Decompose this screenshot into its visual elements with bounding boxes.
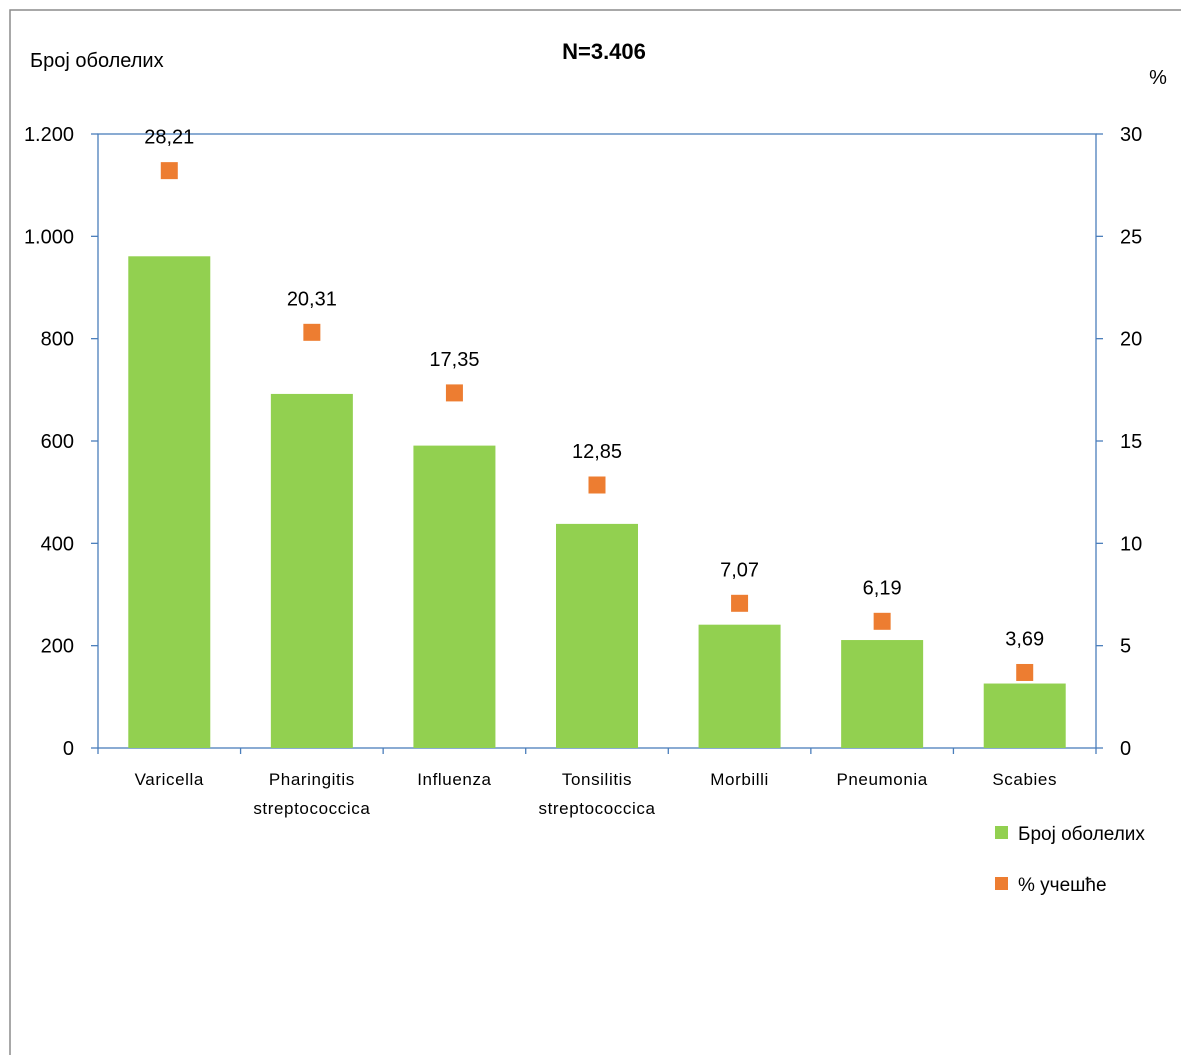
right-axis-tick-label: 20 [1120, 329, 1142, 351]
left-axis-label: Број оболелих [30, 50, 164, 72]
percent-marker [873, 612, 891, 630]
data-label: 7,07 [720, 559, 759, 581]
percent-marker [160, 162, 178, 180]
legend: Број оболелих % учешће [995, 824, 1145, 896]
data-label: 3,69 [1005, 628, 1044, 650]
left-axis-tick-label: 600 [41, 431, 74, 453]
left-axis-tick-label: 1.200 [24, 124, 74, 146]
percent-marker [1016, 663, 1034, 681]
percent-marker [588, 476, 606, 494]
right-axis-tick-label: 30 [1120, 124, 1142, 146]
right-axis-tick-label: 15 [1120, 431, 1142, 453]
left-axis-tick-label: 800 [41, 329, 74, 351]
legend-swatch-percent [995, 877, 1008, 890]
percent-marker [731, 594, 749, 612]
percent-marker [303, 323, 321, 341]
x-axis-tick-label: Morbilli [710, 770, 769, 789]
right-axis-tick-label: 0 [1120, 738, 1131, 760]
legend-label-bars: Број оболелих [1018, 824, 1145, 845]
bar [270, 393, 353, 748]
x-axis-tick-label: Scabies [992, 770, 1057, 789]
data-label: 20,31 [287, 288, 337, 310]
x-axis-tick-label: Varicella [135, 770, 204, 789]
bar [413, 445, 496, 748]
legend-label-percent: % учешће [1018, 875, 1107, 896]
data-label: 6,19 [863, 577, 902, 599]
bar [698, 624, 781, 748]
data-label: 12,85 [572, 441, 622, 463]
left-axis-tick-label: 200 [41, 636, 74, 658]
plot-area: 0 200 400 600 800 1.000 1.200 0 5 10 15 20 25 30 Varic… [24, 124, 1142, 818]
chart-title: N=3.406 [562, 39, 646, 64]
x-axis-tick-label: Pneumonia [836, 770, 927, 789]
legend-swatch-bars [995, 826, 1008, 839]
percent-marker [445, 384, 463, 402]
bar [983, 683, 1066, 748]
bar [556, 523, 638, 748]
x-axis-tick-label: Pharingitis [269, 770, 355, 789]
data-label: 17,35 [429, 349, 479, 371]
x-axis-tick-label: Tonsilitis [562, 770, 632, 789]
x-axis-tick-label: streptococcica [538, 799, 655, 818]
bar [128, 256, 211, 748]
x-axis-tick-label: streptococcica [253, 799, 370, 818]
right-axis-label: % [1149, 67, 1167, 89]
left-axis-tick-label: 1.000 [24, 226, 74, 248]
right-axis-tick-label: 5 [1120, 636, 1131, 658]
data-label: 28,21 [144, 127, 194, 149]
x-axis-tick-label: Influenza [417, 770, 491, 789]
right-axis-tick-label: 25 [1120, 226, 1142, 248]
right-axis-tick-label: 10 [1120, 533, 1142, 555]
left-axis-tick-label: 400 [41, 533, 74, 555]
bar [841, 640, 924, 748]
left-axis-tick-label: 0 [63, 738, 74, 760]
